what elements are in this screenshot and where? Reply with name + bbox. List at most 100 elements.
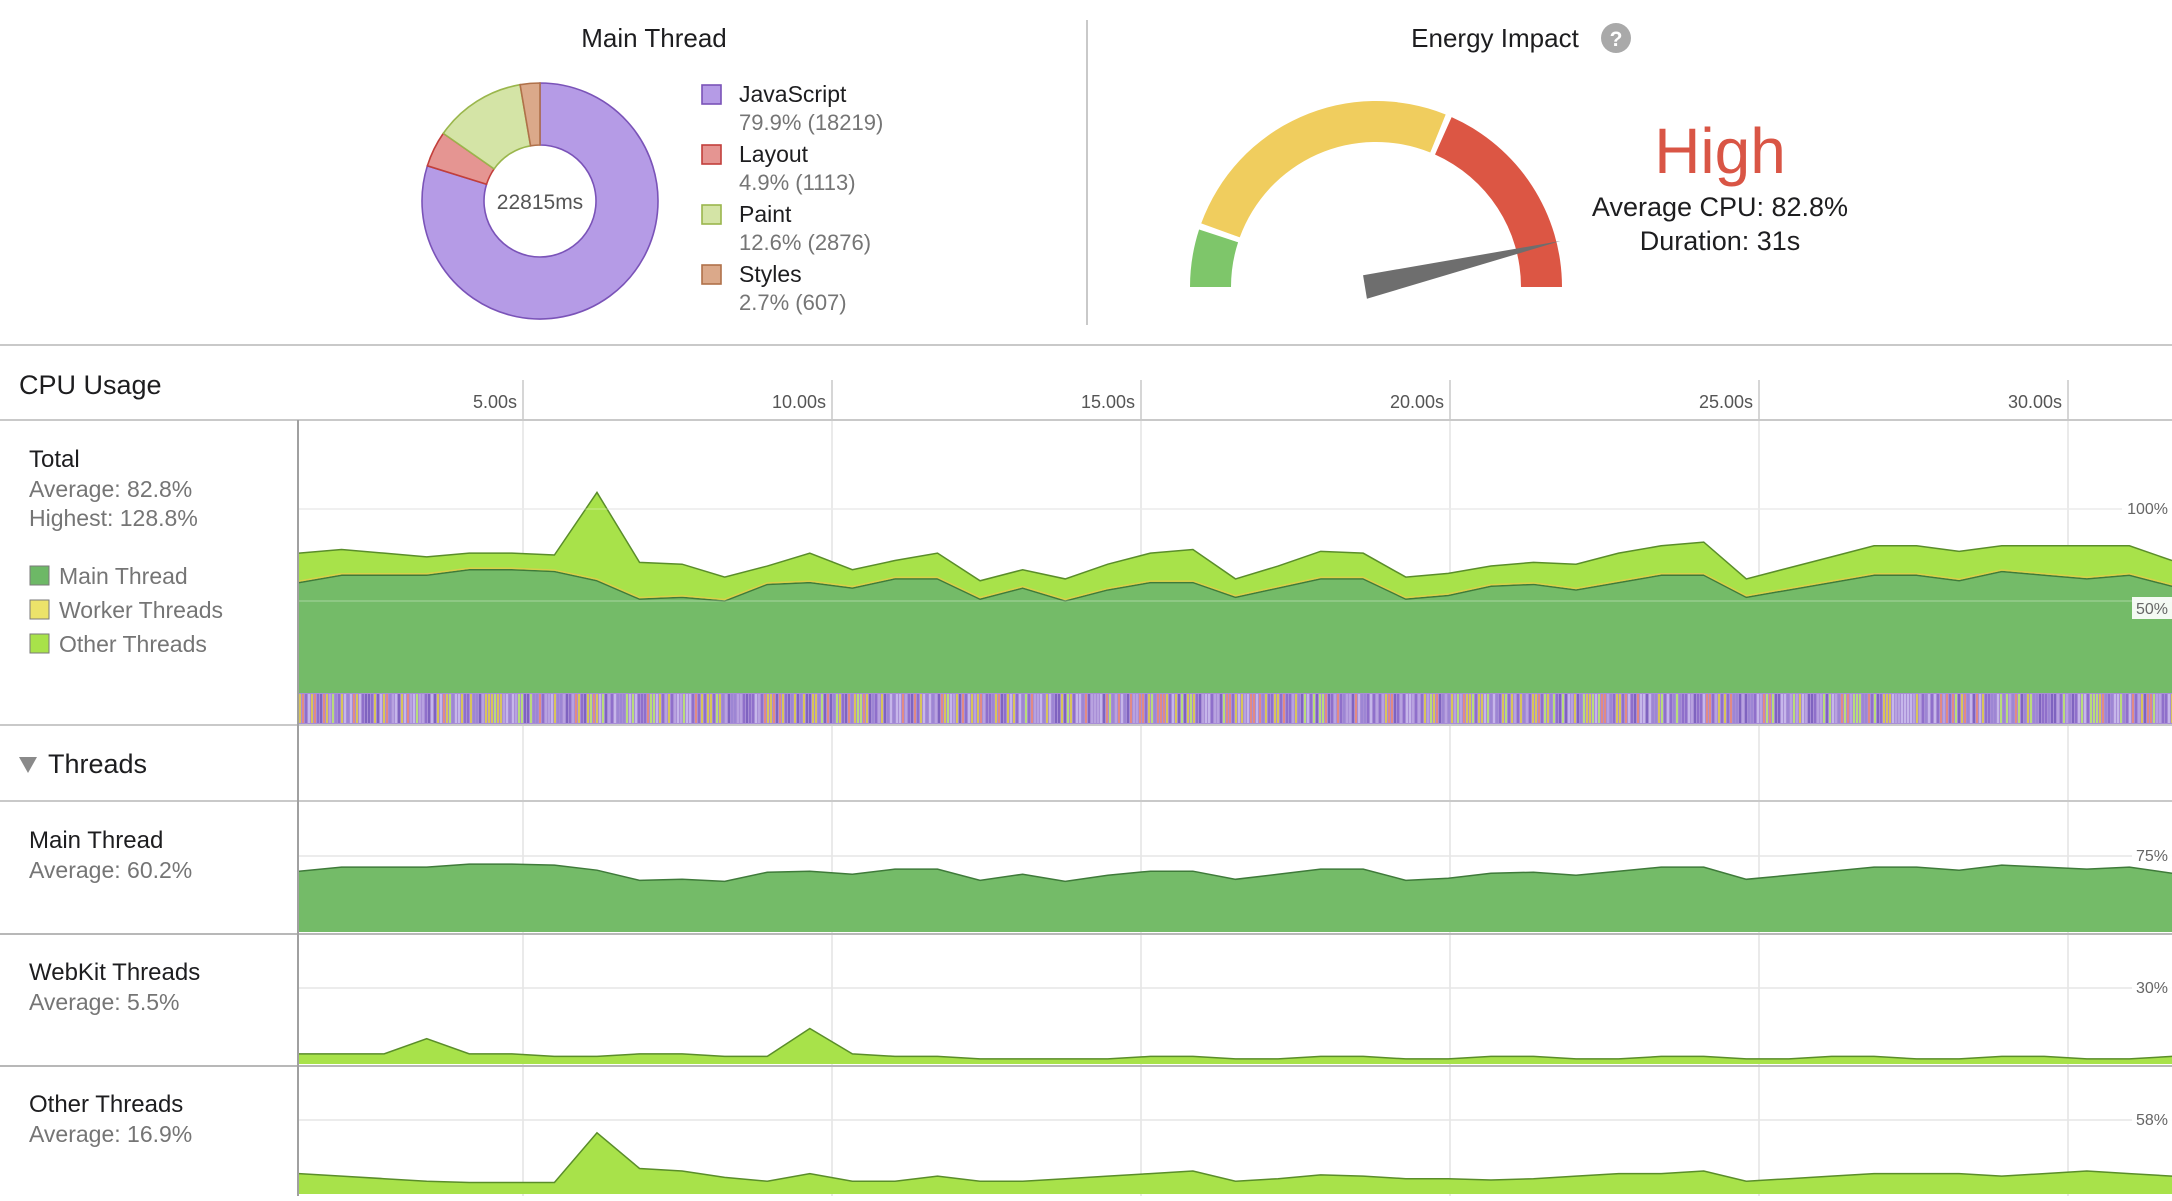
- activity-sample: [455, 694, 457, 723]
- donut-slice-javascript[interactable]: [421, 82, 659, 320]
- activity-sample: [1787, 694, 1789, 723]
- activity-sample: [1985, 694, 1987, 723]
- question-icon[interactable]: ?: [1601, 23, 1631, 53]
- legend-name: Styles: [739, 261, 802, 287]
- activity-sample: [1220, 694, 1222, 723]
- activity-sample: [1109, 694, 1111, 723]
- activity-sample: [1964, 694, 1966, 723]
- activity-sample: [662, 694, 664, 723]
- activity-sample: [1112, 694, 1114, 723]
- activity-sample: [1883, 694, 1885, 723]
- legend-item-styles[interactable]: Styles 2.7% (607): [701, 261, 847, 315]
- activity-sample: [332, 694, 334, 723]
- activity-sample: [1532, 694, 1534, 723]
- activity-sample: [602, 694, 604, 723]
- main-thread-activity-strip[interactable]: [299, 693, 2172, 724]
- activity-sample: [1949, 694, 1951, 723]
- activity-sample: [674, 694, 676, 723]
- legend-name: Layout: [739, 141, 809, 167]
- activity-sample: [1838, 694, 1840, 723]
- activity-sample: [1268, 694, 1270, 723]
- activity-sample: [1193, 694, 1195, 723]
- activity-sample: [1871, 694, 1873, 723]
- thread-row-chart[interactable]: [299, 1119, 2172, 1194]
- activity-sample: [1022, 694, 1024, 723]
- activity-sample: [1412, 694, 1414, 723]
- activity-sample: [1523, 694, 1525, 723]
- activity-sample: [1133, 694, 1135, 723]
- area-main-thread[interactable]: [299, 569, 2172, 693]
- activity-sample: [401, 694, 403, 723]
- donut-slice-styles[interactable]: [519, 82, 541, 147]
- total-legend-item[interactable]: Worker Threads: [29, 597, 223, 623]
- activity-sample: [2075, 694, 2077, 723]
- threads-header[interactable]: Threads: [19, 749, 147, 779]
- main-thread-donut[interactable]: [421, 82, 659, 320]
- activity-sample: [827, 694, 829, 723]
- activity-sample: [2114, 694, 2116, 723]
- legend-item-javascript[interactable]: JavaScript 79.9% (18219): [701, 81, 883, 135]
- activity-sample: [1301, 694, 1303, 723]
- activity-sample: [2048, 694, 2050, 723]
- total-row[interactable]: Total Average: 82.8% Highest: 128.8% Mai…: [29, 446, 2172, 724]
- activity-sample: [1820, 694, 1822, 723]
- activity-sample: [992, 694, 994, 723]
- thread-row-chart[interactable]: [299, 855, 2172, 932]
- activity-sample: [1448, 694, 1450, 723]
- triangle-down-icon[interactable]: [19, 757, 37, 773]
- activity-sample: [1382, 694, 1384, 723]
- activity-sample: [473, 694, 475, 723]
- activity-sample: [956, 694, 958, 723]
- activity-sample: [1976, 694, 1978, 723]
- activity-sample: [1973, 694, 1975, 723]
- activity-sample: [1070, 694, 1072, 723]
- activity-sample: [1082, 694, 1084, 723]
- activity-sample: [923, 694, 925, 723]
- activity-sample: [1037, 694, 1039, 723]
- legend-item-layout[interactable]: Layout 4.9% (1113): [701, 141, 856, 195]
- activity-sample: [647, 694, 649, 723]
- activity-sample: [2009, 694, 2011, 723]
- thread-row-chart[interactable]: [299, 987, 2172, 1064]
- activity-sample: [1388, 694, 1390, 723]
- activity-sample: [2096, 694, 2098, 723]
- activity-sample: [2153, 694, 2155, 723]
- activity-sample: [377, 694, 379, 723]
- activity-sample: [1979, 694, 1981, 723]
- activity-sample: [1868, 694, 1870, 723]
- activity-sample: [2087, 694, 2089, 723]
- activity-sample: [1514, 694, 1516, 723]
- activity-sample: [497, 694, 499, 723]
- line-main-thread: [299, 568, 2172, 602]
- activity-sample: [512, 694, 514, 723]
- total-legend-item[interactable]: Other Threads: [29, 631, 207, 657]
- activity-sample: [1904, 694, 1906, 723]
- timeline-ruler[interactable]: 5.00s 10.00s 15.00s 20.00s 25.00s 30.00s: [473, 380, 2069, 1196]
- activity-sample: [1706, 694, 1708, 723]
- activity-sample: [1052, 694, 1054, 723]
- activity-sample: [752, 694, 754, 723]
- thread-row-main-thread[interactable]: Main Thread Average: 60.2% 75%: [29, 827, 2172, 932]
- thread-row-webkit-threads[interactable]: WebKit Threads Average: 5.5% 30%: [29, 959, 2172, 1064]
- activity-sample: [1655, 694, 1657, 723]
- total-legend-item[interactable]: Main Thread: [29, 563, 188, 589]
- activity-sample: [410, 694, 412, 723]
- activity-sample: [2045, 694, 2047, 723]
- activity-sample: [818, 694, 820, 723]
- thread-row-other-threads[interactable]: Other Threads Average: 16.9% 58%: [29, 1091, 2172, 1194]
- activity-sample: [1769, 694, 1771, 723]
- percent-badge-bg: [2132, 597, 2172, 619]
- activity-sample: [1274, 694, 1276, 723]
- activity-sample: [2012, 694, 2014, 723]
- activity-sample: [620, 694, 622, 723]
- legend-item-paint[interactable]: Paint 12.6% (2876): [701, 201, 871, 255]
- activity-sample: [1367, 694, 1369, 723]
- thread-row-average: Average: 60.2%: [29, 857, 192, 883]
- total-title: Total: [29, 446, 80, 473]
- activity-sample: [1802, 694, 1804, 723]
- activity-sample: [1628, 694, 1630, 723]
- activity-sample: [932, 694, 934, 723]
- activity-sample: [770, 694, 772, 723]
- activity-sample: [1790, 694, 1792, 723]
- total-cpu-chart[interactable]: [299, 491, 2172, 693]
